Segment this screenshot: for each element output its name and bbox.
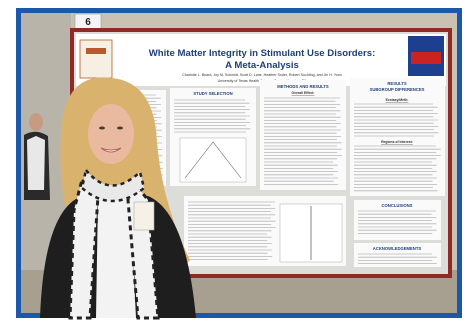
section-subheading: SUBGROUP DIFFERENCES [370,87,425,92]
logo-mark [86,48,106,54]
eye [117,127,123,130]
sign-number: 6 [85,17,91,28]
person-shirt [27,136,45,190]
logo-left [80,40,112,78]
section-subheading: Overall Effect: [292,91,315,95]
section-heading: ACKNOWLEDGEMENTS [373,246,422,251]
poster-subtitle: A Meta-Analysis [225,60,299,71]
logo-stripe [411,52,441,64]
section-heading: CONCLUSIONS [382,203,413,208]
section-heading: METHODS AND RESULTS [277,84,329,89]
result-item: Ecstasy/Meth: [386,98,409,102]
section-heading: STUDY SELECTION [193,91,232,96]
panel [260,80,346,190]
person-head [29,113,43,131]
poster-authors: Charlotte L. Beard, Joy M. Schmidt, Scot… [182,73,342,77]
poster-title: White Matter Integrity in Stimulant Use … [149,48,376,59]
funnel-plot [180,138,246,182]
eye [99,127,105,130]
face [88,104,134,164]
result-item: Regions of Interest: [381,140,413,144]
photo: 6 White Matter Integrity in Stimulant Us… [0,0,474,324]
name-badge [134,202,154,230]
section-heading: RESULTS [387,81,406,86]
